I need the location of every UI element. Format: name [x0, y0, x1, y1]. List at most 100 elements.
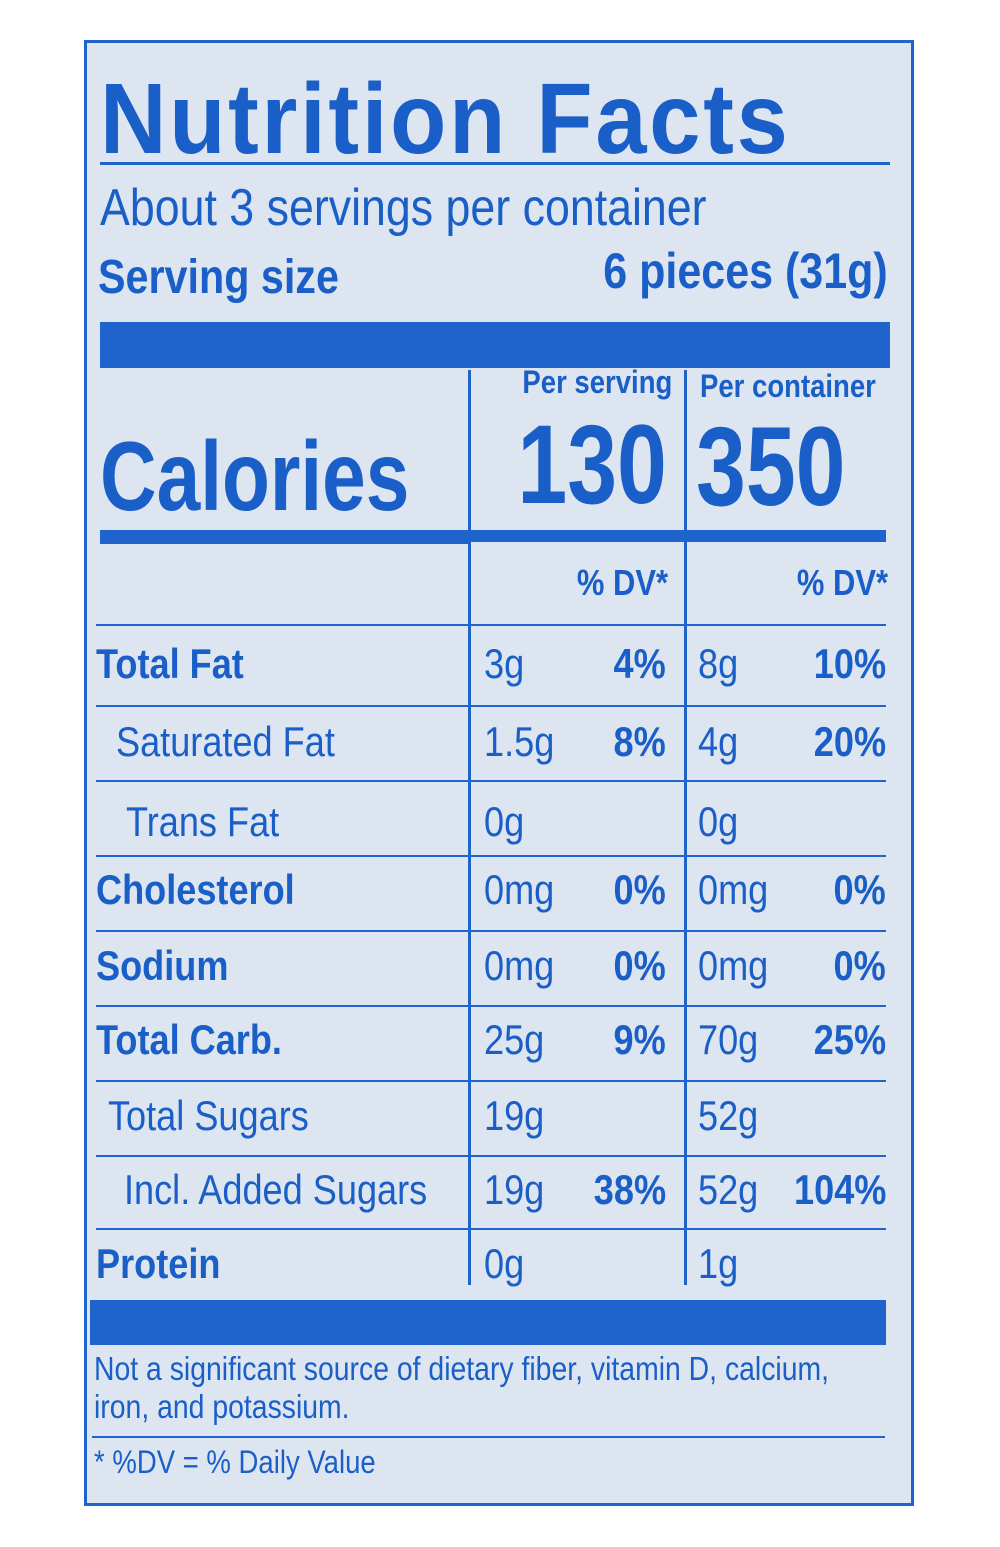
serving-amount-text: 19g — [484, 1092, 545, 1139]
serving-amount-text: 0g — [484, 798, 525, 845]
serving-dv: 0% — [605, 866, 666, 914]
serving-dv-text: 9% — [613, 1016, 666, 1063]
row-divider — [96, 855, 886, 857]
serving-dv-text: 4% — [613, 640, 666, 687]
container-amount: 52g — [698, 1092, 768, 1140]
divider — [92, 1436, 885, 1438]
serving-dv: 38% — [582, 1166, 666, 1214]
footnote: iron, and potassium. — [94, 1388, 391, 1426]
divider — [100, 162, 890, 165]
serving-amount-text: 1.5g — [484, 718, 555, 765]
row-divider — [96, 1080, 886, 1082]
container-dv: 25% — [802, 1016, 886, 1064]
serving-amount-text: 0mg — [484, 866, 555, 913]
row-divider — [96, 705, 886, 707]
container-dv: 0% — [825, 866, 886, 914]
dv-note-text: * %DV = % Daily Value — [94, 1444, 376, 1480]
nutrient-label-text: Total Carb. — [96, 1016, 282, 1063]
serving-size-value: 6 pieces (31g) — [557, 242, 888, 300]
row-divider — [96, 930, 886, 932]
serving-dv: 9% — [605, 1016, 666, 1064]
serving-amount: 0g — [484, 798, 531, 846]
container-amount-text: 8g — [698, 640, 739, 687]
serving-dv-text: 8% — [613, 718, 666, 765]
nutrient-label-text: Total Sugars — [108, 1092, 309, 1139]
nutrient-label-text: Cholesterol — [96, 866, 295, 913]
serving-amount: 25g — [484, 1016, 554, 1064]
container-dv-text: 10% — [813, 640, 886, 687]
footnote: Not a significant source of dietary fibe… — [94, 1350, 949, 1388]
serving-amount: 19g — [484, 1166, 554, 1214]
row-divider — [96, 624, 886, 626]
nutrient-label-text: Trans Fat — [126, 798, 280, 845]
container-amount: 0mg — [698, 866, 780, 914]
calories-per-container: 350 — [696, 402, 883, 531]
calories-per-serving: 130 — [480, 400, 668, 529]
container-dv: 10% — [802, 640, 886, 688]
nutrient-label: Total Sugars — [108, 1092, 341, 1140]
container-amount-text: 0mg — [698, 866, 769, 913]
serving-amount-text: 19g — [484, 1166, 545, 1213]
nutrient-label: Cholesterol — [96, 866, 327, 914]
row-divider — [96, 1228, 886, 1230]
container-amount-text: 52g — [698, 1092, 759, 1139]
servings-text: About 3 servings per container — [100, 179, 707, 237]
calories-serving-text: 130 — [517, 402, 668, 527]
serving-amount: 3g — [484, 640, 531, 688]
dv-header-container: % DV* — [782, 562, 888, 604]
nutrient-label-text: Sodium — [96, 942, 229, 989]
serving-dv-text: 0% — [613, 942, 666, 989]
thick-bar — [100, 322, 890, 368]
per-container-text: Per container — [700, 368, 876, 404]
container-amount-text: 52g — [698, 1166, 759, 1213]
nutrient-label: Total Carb. — [96, 1016, 312, 1064]
serving-amount: 0mg — [484, 866, 566, 914]
serving-amount-text: 25g — [484, 1016, 545, 1063]
medium-bar — [100, 530, 470, 544]
container-amount: 8g — [698, 640, 745, 688]
column-divider — [468, 370, 471, 1285]
serving-dv-text: 38% — [593, 1166, 666, 1213]
dv-header-serving: % DV* — [562, 562, 668, 604]
dv-container-text: % DV* — [796, 562, 888, 603]
container-amount-text: 70g — [698, 1016, 759, 1063]
servings-per-container: About 3 servings per container — [100, 178, 805, 238]
footnote-line: Not a significant source of dietary fibe… — [94, 1350, 830, 1387]
nutrient-label-text: Incl. Added Sugars — [124, 1166, 428, 1213]
container-amount-text: 1g — [698, 1240, 739, 1287]
nutrient-label: Total Fat — [96, 640, 268, 688]
serving-amount-text: 3g — [484, 640, 525, 687]
column-divider — [684, 370, 687, 1285]
nutrition-label — [84, 40, 914, 1506]
nutrient-label: Trans Fat — [126, 798, 304, 846]
calories-container-text: 350 — [696, 404, 846, 529]
nutrient-label-text: Saturated Fat — [116, 718, 335, 765]
nutrient-label: Sodium — [96, 942, 250, 990]
title-text: Nutrition Facts — [100, 63, 791, 175]
serving-size-label-text: Serving size — [98, 251, 339, 304]
nutrient-label: Incl. Added Sugars — [124, 1166, 477, 1214]
container-amount: 70g — [698, 1016, 768, 1064]
nutrient-label-text: Protein — [96, 1240, 221, 1287]
medium-bar — [470, 530, 886, 542]
container-dv: 20% — [802, 718, 886, 766]
row-divider — [96, 1155, 886, 1157]
container-dv-text: 104% — [793, 1166, 886, 1213]
serving-size-value-text: 6 pieces (31g) — [603, 243, 888, 299]
serving-amount-text: 0mg — [484, 942, 555, 989]
nutrient-label: Saturated Fat — [116, 718, 370, 766]
dv-serving-text: % DV* — [576, 562, 668, 603]
container-amount-text: 4g — [698, 718, 739, 765]
container-amount: 52g — [698, 1166, 768, 1214]
container-amount: 4g — [698, 718, 745, 766]
serving-amount-text: 0g — [484, 1240, 525, 1287]
dv-note: * %DV = % Daily Value — [94, 1444, 422, 1481]
container-amount: 1g — [698, 1240, 745, 1288]
serving-amount: 19g — [484, 1092, 554, 1140]
calories-label: Calories — [100, 420, 487, 533]
label-title: Nutrition Facts — [100, 62, 851, 177]
serving-amount: 0g — [484, 1240, 531, 1288]
nutrient-label-text: Total Fat — [96, 640, 244, 687]
per-container-header: Per container — [700, 368, 905, 405]
container-amount-text: 0g — [698, 798, 739, 845]
